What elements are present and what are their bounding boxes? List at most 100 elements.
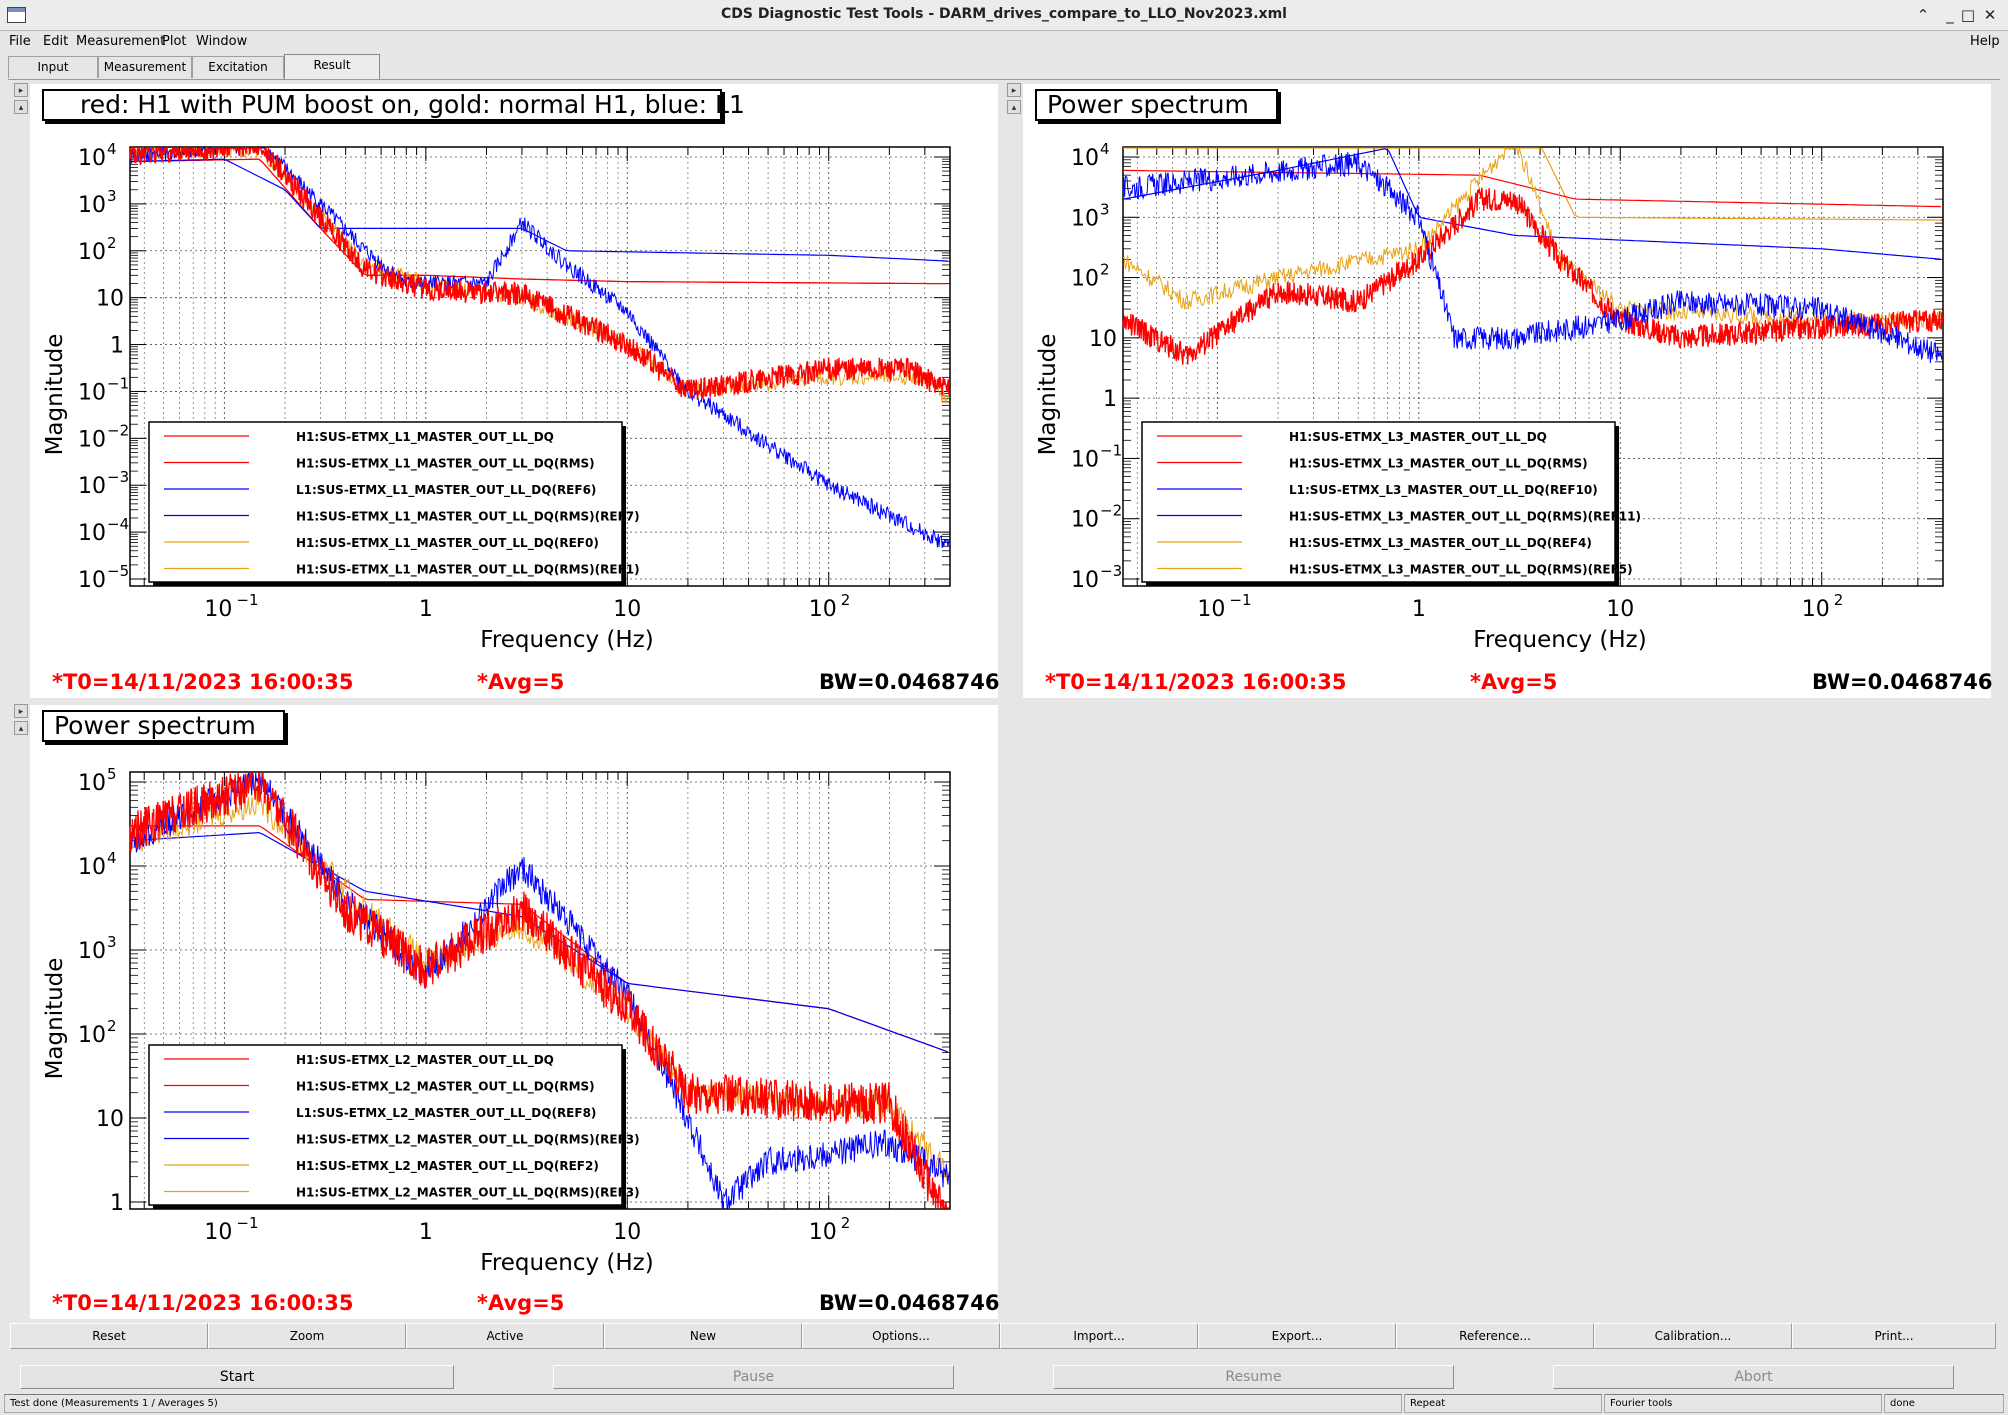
print-button[interactable]: Print... [1792,1323,1996,1349]
y-tick-label: 10 [78,939,106,964]
legend-label: H1:SUS-ETMX_L2_MASTER_OUT_LL_DQ(RMS) [296,1080,595,1095]
menu-file[interactable]: File [9,34,31,49]
pad-collapse-icon[interactable]: ▸ [14,704,28,718]
status-fourier: Fourier tools [1604,1394,1882,1413]
magnitude-plot[interactable]: 10 −1 1 10 10 210 410 310 210110−110−210−310−410… [30,84,998,698]
pad-collapse-icon[interactable]: ▸ [14,83,28,97]
y-tick-exponent: 4 [107,140,117,158]
series-rms-blue [129,158,948,262]
x-tick-exponent: −1 [236,1214,258,1232]
tab-divider [8,79,2000,80]
x-tick-label: 10 [1606,597,1634,622]
y-tick-label: 10 [78,380,106,405]
resume-button[interactable]: Resume [1053,1365,1454,1389]
menu-measurement[interactable]: Measurement [76,34,166,49]
series-red [129,772,950,1209]
plot-pad-l1[interactable]: red: H1 with PUM boost on, gold: normal … [30,84,1000,698]
y-tick-label: 10 [78,568,106,593]
y-tick-exponent: 3 [107,933,117,951]
menu-window[interactable]: Window [196,34,248,49]
reference-button[interactable]: Reference... [1396,1323,1594,1349]
tab-measurement[interactable]: Measurement [98,56,192,78]
menu-plot[interactable]: Plot [162,34,187,49]
y-tick-exponent: −3 [1100,562,1122,580]
menu-edit[interactable]: Edit [43,34,69,49]
plot-pad-l3[interactable]: Power spectrum 10 −1 1 10 10 2 10 4 10 3 10 2 10 1 10−… [1023,84,1993,698]
pad-collapse-icon[interactable]: ▸ [1007,83,1021,97]
menu-help[interactable]: Help [1970,34,2000,49]
zoom-button[interactable]: Zoom [208,1323,406,1349]
avg-stamp: *Avg=5 [477,1291,565,1315]
y-tick-exponent: 3 [1100,200,1110,218]
y-tick-exponent: 4 [1100,140,1110,158]
title-bar: CDS Diagnostic Test Tools - DARM_drives_… [0,0,2008,31]
plot-frame-group: 10 −1 1 10 10 210 410 310 210110−110−210−310−410… [42,140,951,653]
y-tick-label: 10 [1071,206,1099,231]
new-button[interactable]: New [604,1323,802,1349]
legend-label: H1:SUS-ETMX_L1_MASTER_OUT_LL_DQ(REF0) [296,536,599,551]
legend-label: L1:SUS-ETMX_L3_MASTER_OUT_LL_DQ(REF10) [1289,483,1598,498]
pause-button[interactable]: Pause [553,1365,954,1389]
reset-button[interactable]: Reset [10,1323,208,1349]
x-tick-label: 10 [809,597,837,622]
legend-label: H1:SUS-ETMX_L2_MASTER_OUT_LL_DQ [296,1053,554,1068]
y-tick-label: 10 [78,1023,106,1048]
legend-label: H1:SUS-ETMX_L1_MASTER_OUT_LL_DQ(RMS)(REF… [296,563,640,578]
pad-expand-icon[interactable]: ▴ [14,721,28,735]
y-tick-label: 10 [78,771,106,796]
y-tick-label: 10 [78,855,106,880]
app-window-icon[interactable] [7,7,26,23]
status-state: done [1884,1394,2004,1413]
calibration-button[interactable]: Calibration... [1594,1323,1792,1349]
status-repeat: Repeat [1404,1394,1602,1413]
plot-pad-l2[interactable]: Power spectrum 10 −1 1 10 10 2 10 5 10 4 10 3 10 2 10 1… [30,705,1000,1319]
y-tick-exponent: −1 [107,374,129,392]
y-tick-label: 10 [78,427,106,452]
close-icon[interactable]: ✕ [1983,6,1997,24]
x-tick-label: 10 [1197,597,1225,622]
shade-icon[interactable]: ⌃ [1916,6,1930,24]
t0-stamp: *T0=14/11/2023 16:00:35 [52,670,354,694]
menu-bar: File Edit Measurement Plot Window Help [0,31,2008,53]
pad-expand-icon[interactable]: ▴ [1007,100,1021,114]
y-axis-label: Magnitude [42,334,68,456]
maximize-icon[interactable]: □ [1960,6,1976,24]
x-tick-exponent: 2 [841,591,851,609]
active-button[interactable]: Active [406,1323,604,1349]
x-tick-exponent: −1 [236,591,258,609]
options-button[interactable]: Options... [802,1323,1000,1349]
bw-stamp: BW=0.0468746 [1812,670,1993,694]
start-button[interactable]: Start [20,1365,454,1389]
tab-excitation[interactable]: Excitation [192,56,284,78]
x-tick-label: 10 [204,597,232,622]
legend-label: H1:SUS-ETMX_L3_MASTER_OUT_LL_DQ(REF4) [1289,536,1592,551]
plot-button-bar: Reset Zoom Active New Options... Import.… [10,1323,1996,1349]
y-tick-label: 1 [110,334,124,359]
tab-input[interactable]: Input [8,56,98,78]
y-tick-label: 1 [1103,387,1117,412]
tab-result[interactable]: Result [284,54,380,79]
legend-label: H1:SUS-ETMX_L2_MASTER_OUT_LL_DQ(REF2) [296,1159,599,1174]
legend-label: H1:SUS-ETMX_L1_MASTER_OUT_LL_DQ(RMS)(REF… [296,510,640,525]
series-rms-red [130,158,948,285]
x-tick-label: 1 [419,1220,433,1245]
t0-stamp: *T0=14/11/2023 16:00:35 [52,1291,354,1315]
x-axis-label: Frequency (Hz) [480,1250,653,1276]
minimize-icon[interactable]: _ [1946,6,1954,24]
import-button[interactable]: Import... [1000,1323,1198,1349]
y-tick-exponent: −2 [1100,502,1122,520]
export-button[interactable]: Export... [1198,1323,1396,1349]
y-tick-exponent: 3 [107,187,117,205]
abort-button[interactable]: Abort [1553,1365,1954,1389]
y-axis-label: Magnitude [1035,334,1061,456]
y-tick-exponent: 2 [107,234,117,252]
series-red [129,145,951,400]
x-tick-exponent: 2 [841,1214,851,1232]
legend-label: H1:SUS-ETMX_L3_MASTER_OUT_LL_DQ(RMS)(REF… [1289,563,1633,578]
pad-expand-icon[interactable]: ▴ [14,100,28,114]
avg-stamp: *Avg=5 [477,670,565,694]
legend-label: H1:SUS-ETMX_L2_MASTER_OUT_LL_DQ(RMS)(REF… [296,1133,640,1148]
